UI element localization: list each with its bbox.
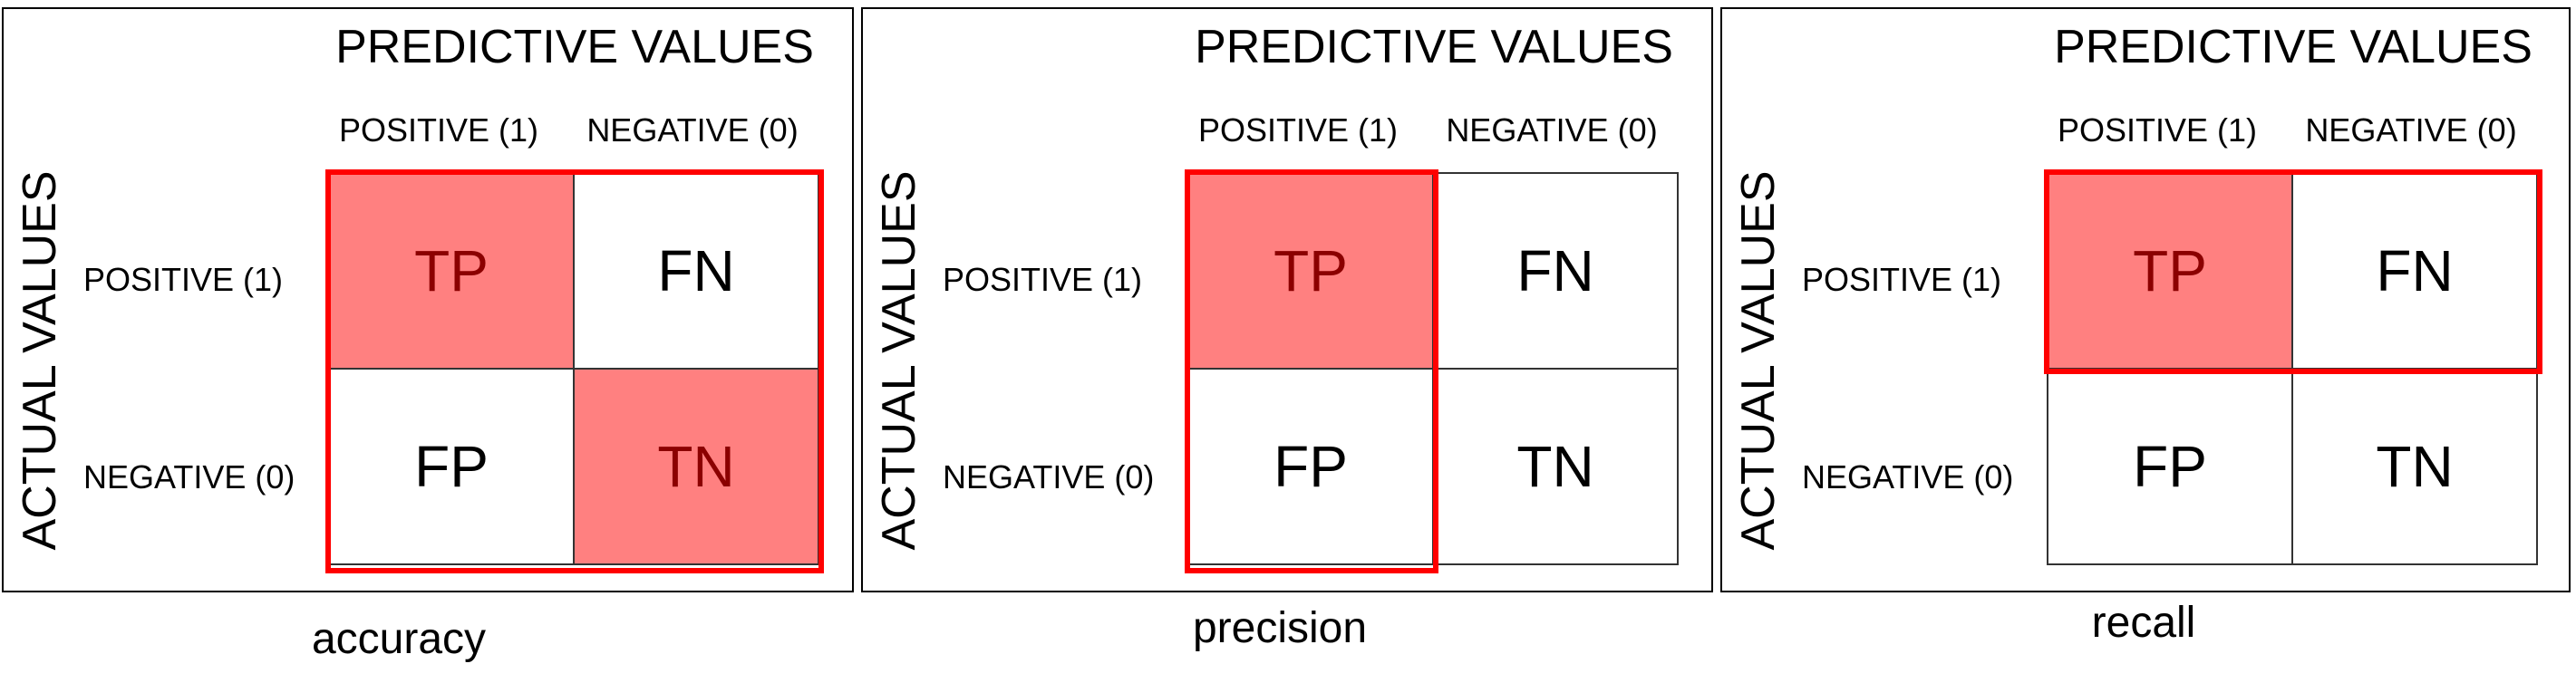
predicted-positive-label: POSITIVE (1) bbox=[2057, 111, 2258, 149]
confusion-matrix-recall: PREDICTIVE VALUES POSITIVE (1) NEGATIVE … bbox=[1720, 7, 2571, 592]
cell-true-positive: TP bbox=[1187, 172, 1434, 370]
actual-negative-label: NEGATIVE (0) bbox=[1802, 458, 2014, 495]
cell-true-negative: TN bbox=[2291, 368, 2538, 565]
cell-true-negative: TN bbox=[1432, 368, 1679, 565]
actual-positive-label: POSITIVE (1) bbox=[943, 261, 1143, 298]
actual-values-title: ACTUAL VALUES bbox=[1732, 170, 1785, 551]
actual-positive-label: POSITIVE (1) bbox=[1802, 261, 2002, 298]
predicted-negative-label: NEGATIVE (0) bbox=[2305, 111, 2517, 149]
predictive-values-title: PREDICTIVE VALUES bbox=[1195, 21, 1673, 73]
predicted-negative-label: NEGATIVE (0) bbox=[1446, 111, 1658, 149]
cell-false-negative: FN bbox=[1432, 172, 1679, 370]
cell-true-positive: TP bbox=[328, 172, 575, 370]
confusion-matrix-precision: PREDICTIVE VALUES POSITIVE (1) NEGATIVE … bbox=[861, 7, 1713, 592]
predicted-negative-label: NEGATIVE (0) bbox=[586, 111, 799, 149]
actual-positive-label: POSITIVE (1) bbox=[83, 261, 284, 298]
cell-true-negative: TN bbox=[573, 368, 819, 565]
actual-values-title: ACTUAL VALUES bbox=[14, 170, 66, 551]
cell-false-negative: FN bbox=[2291, 172, 2538, 370]
actual-values-title: ACTUAL VALUES bbox=[873, 170, 925, 551]
metric-label-recall: recall bbox=[2091, 599, 2196, 647]
metric-label-accuracy: accuracy bbox=[311, 615, 487, 663]
cell-false-positive: FP bbox=[2047, 368, 2293, 565]
confusion-matrix-accuracy: PREDICTIVE VALUES POSITIVE (1) NEGATIVE … bbox=[2, 7, 854, 592]
actual-negative-label: NEGATIVE (0) bbox=[83, 458, 295, 495]
predictive-values-title: PREDICTIVE VALUES bbox=[335, 21, 814, 73]
predictive-values-title: PREDICTIVE VALUES bbox=[2054, 21, 2532, 73]
cell-false-negative: FN bbox=[573, 172, 819, 370]
metric-label-precision: precision bbox=[1192, 604, 1368, 652]
predicted-positive-label: POSITIVE (1) bbox=[338, 111, 539, 149]
actual-negative-label: NEGATIVE (0) bbox=[943, 458, 1155, 495]
cell-false-positive: FP bbox=[328, 368, 575, 565]
cell-false-positive: FP bbox=[1187, 368, 1434, 565]
cell-true-positive: TP bbox=[2047, 172, 2293, 370]
predicted-positive-label: POSITIVE (1) bbox=[1197, 111, 1399, 149]
